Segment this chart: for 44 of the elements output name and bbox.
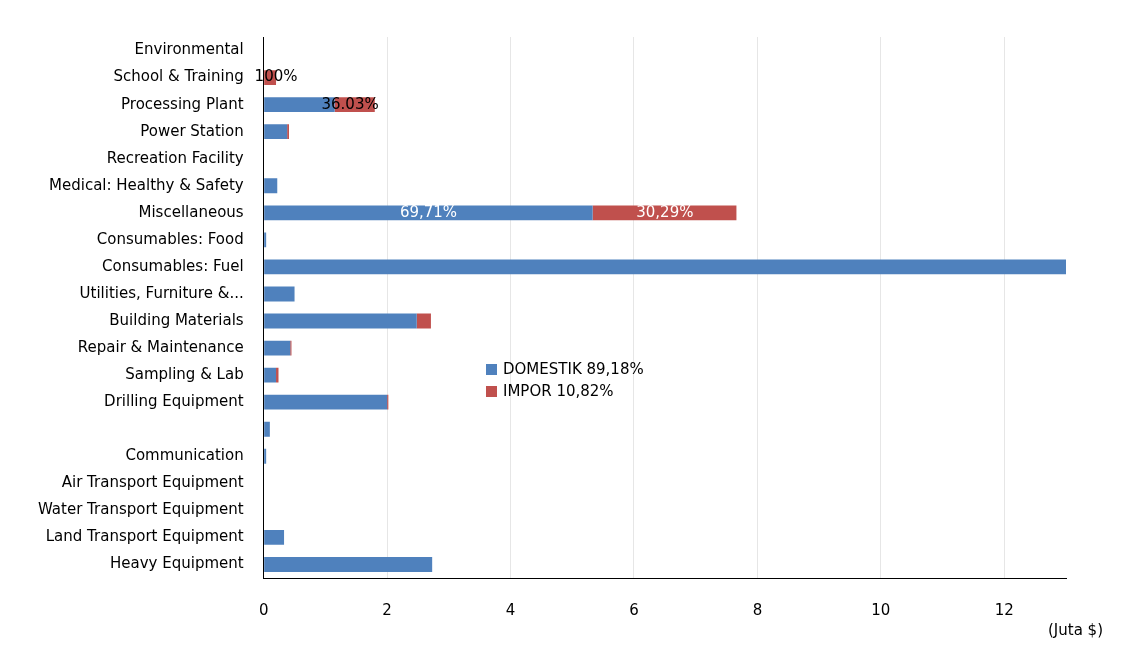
y-tick-label: Miscellaneous (138, 202, 244, 221)
bar (264, 178, 278, 194)
y-tick-label: Medical: Healthy & Safety (49, 175, 244, 194)
annotation: 30,29% (636, 202, 694, 221)
y-tick-label: Utilities, Furniture &... (79, 283, 244, 302)
x-tick-label: 6 (629, 600, 639, 619)
y-tick-label: Communication (125, 446, 244, 465)
y-tick-label: Consumables: Food (96, 229, 244, 248)
y-tick-label: School & Training (113, 67, 244, 86)
x-tick-label: 10 (871, 600, 891, 619)
x-axis-title: (Juta $) (1048, 620, 1104, 639)
bar (264, 529, 285, 545)
legend-label: DOMESTIK 89,18% (503, 360, 644, 378)
y-tick-label: Air Transport Equipment (61, 473, 244, 492)
y-tick-label: Land Transport Equipment (45, 527, 244, 546)
bar (264, 421, 270, 437)
y-tick-label: Repair & Maintenance (77, 337, 244, 356)
y-tick-label: Heavy Equipment (110, 554, 244, 573)
y-tick-label: Power Station (140, 121, 244, 140)
x-tick-label: 4 (505, 600, 516, 619)
y-tick-label: Water Transport Equipment (38, 500, 244, 519)
bar (264, 367, 277, 383)
y-tick-label: Drilling Equipment (104, 392, 244, 411)
x-tick-label: 8 (752, 600, 763, 619)
bar (264, 259, 1066, 275)
bar (264, 205, 593, 221)
y-tick-label: Recreation Facility (106, 148, 244, 167)
y-tick-label: Processing Plant (121, 94, 244, 113)
y-tick-label: Consumables: Fuel (102, 256, 244, 275)
x-tick-label: 0 (258, 600, 269, 619)
bar (264, 286, 295, 302)
bar (264, 340, 291, 356)
bar (264, 313, 417, 329)
x-tick-label: 12 (994, 600, 1014, 619)
bar (416, 313, 431, 329)
bar (264, 124, 288, 140)
y-tick-label: Environmental (134, 40, 244, 59)
x-tick-label: 2 (382, 600, 392, 619)
legend-label: IMPOR 10,82% (503, 382, 614, 400)
bar (264, 557, 433, 572)
y-tick-label: Building Materials (109, 310, 244, 329)
bar (264, 394, 388, 410)
annotation: 69,71% (399, 202, 458, 221)
y-tick-label: Sampling & Lab (125, 365, 244, 384)
